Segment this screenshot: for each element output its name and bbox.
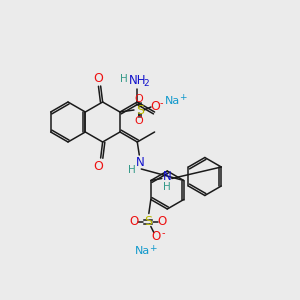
Text: O: O [135,94,143,104]
Text: O: O [94,160,103,172]
Text: S: S [144,215,152,228]
Text: S: S [136,103,144,116]
Text: Na: Na [165,96,181,106]
Text: H: H [163,182,171,193]
Text: -: - [159,98,163,108]
Text: O: O [129,215,139,228]
Text: N: N [136,157,145,169]
Text: -: - [161,229,165,238]
Text: O: O [157,215,167,228]
Text: O: O [151,230,160,243]
Text: N: N [163,170,171,183]
Text: Na: Na [135,247,151,256]
Text: NH: NH [128,74,146,88]
Text: 2: 2 [143,80,149,88]
Text: +: + [149,244,157,253]
Text: H: H [128,165,136,175]
Text: O: O [135,116,143,126]
Text: H: H [120,74,128,84]
Text: O: O [150,100,160,113]
Text: O: O [94,71,103,85]
Text: +: + [179,94,187,103]
